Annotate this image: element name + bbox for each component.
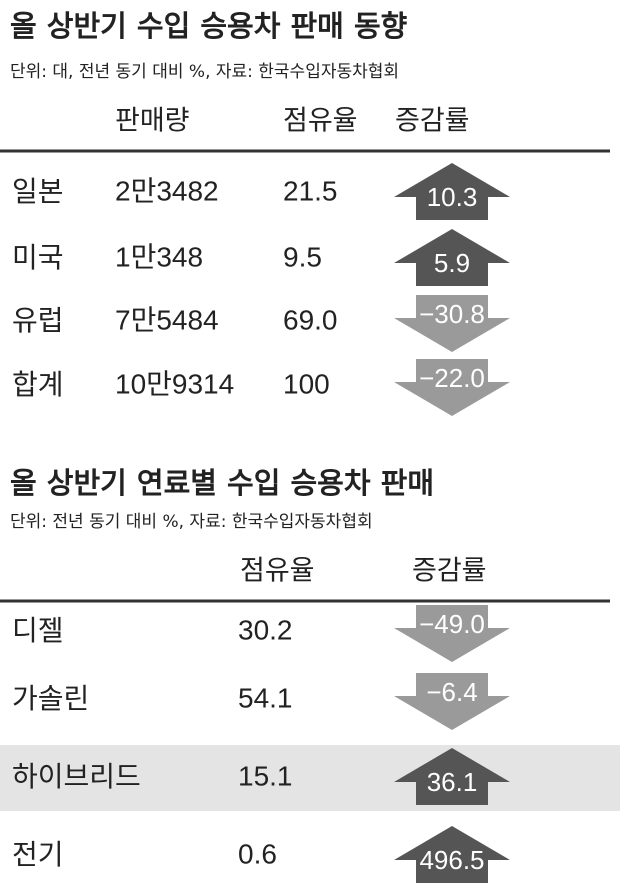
column-header: 점유율: [240, 556, 315, 587]
row-label: 하이브리드: [12, 760, 141, 793]
change-value: −30.8: [419, 299, 485, 329]
arrow-up: [394, 826, 510, 883]
column-header: 점유율: [283, 106, 358, 137]
table-subtitle: 단위: 대, 전년 동기 대비 %, 자료: 한국수입자동차협회: [10, 62, 399, 82]
row-label: 디젤: [12, 614, 64, 647]
cell-value: 1만348: [115, 241, 203, 272]
table-title: 올 상반기 수입 승용차 판매 동향: [10, 9, 408, 43]
row-label: 가솔린: [12, 682, 89, 715]
column-header: 증감률: [395, 106, 470, 137]
column-header: 증감률: [412, 556, 487, 587]
change-value: 496.5: [419, 845, 484, 875]
cell-value: 54.1: [238, 682, 293, 713]
row-label: 미국: [12, 241, 64, 274]
arrow-up: [394, 163, 510, 220]
change-value: 10.3: [427, 182, 478, 212]
row-label: 합계: [12, 368, 64, 401]
arrow-down: [394, 295, 510, 352]
cell-value: 21.5: [283, 175, 338, 206]
column-header: 판매량: [115, 106, 190, 137]
arrow-down: [394, 359, 510, 416]
arrow-up: [394, 748, 510, 805]
table-title: 올 상반기 연료별 수입 승용차 판매: [10, 466, 434, 500]
table-subtitle: 단위: 전년 동기 대비 %, 자료: 한국수입자동차협회: [10, 512, 373, 532]
cell-value: 30.2: [238, 614, 293, 645]
change-value: −22.0: [419, 363, 485, 393]
cell-value: 7만5484: [115, 304, 219, 335]
row-label: 유럽: [12, 304, 64, 337]
change-value: −49.0: [419, 609, 485, 639]
arrow-down: [394, 673, 510, 730]
change-value: 5.9: [434, 248, 470, 278]
cell-value: 2만3482: [115, 175, 219, 206]
row-label: 전기: [12, 838, 64, 871]
cell-value: 10만9314: [115, 368, 234, 399]
change-value: −6.4: [426, 677, 477, 707]
cell-value: 9.5: [283, 241, 322, 272]
row-label: 일본: [12, 175, 64, 208]
cell-value: 15.1: [238, 760, 293, 791]
arrow-down: [394, 605, 510, 662]
row-highlight: [0, 745, 620, 811]
arrow-up: [394, 229, 510, 286]
cell-value: 100: [283, 368, 330, 399]
cell-value: 69.0: [283, 304, 338, 335]
change-value: 36.1: [427, 767, 478, 797]
cell-value: 0.6: [238, 838, 277, 869]
